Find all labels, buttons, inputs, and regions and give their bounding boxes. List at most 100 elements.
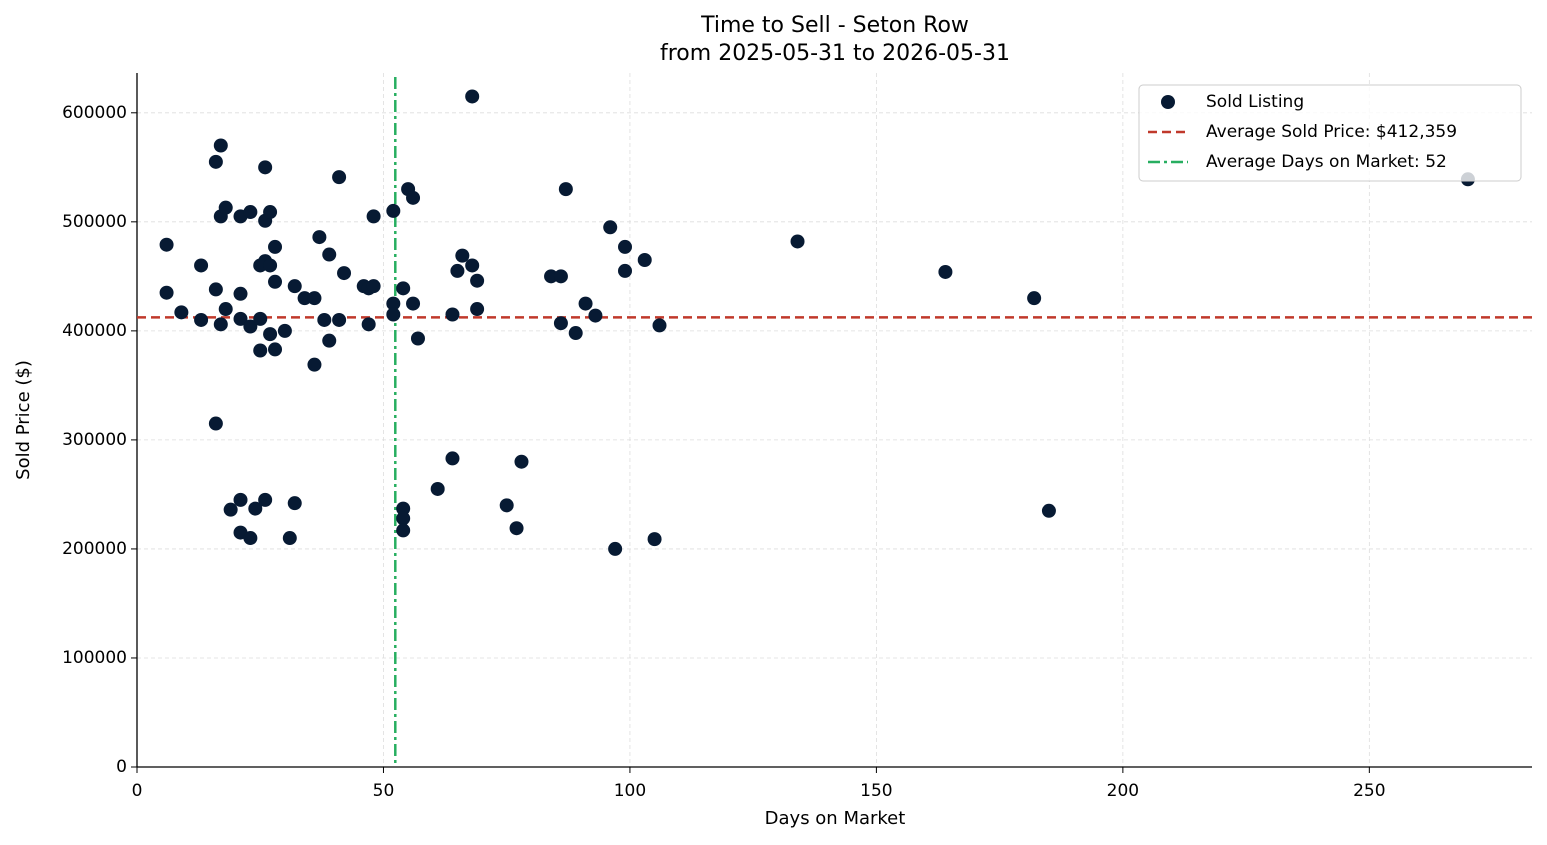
data-point bbox=[514, 454, 529, 469]
legend-label: Average Sold Price: $412,359 bbox=[1206, 122, 1457, 142]
data-point bbox=[233, 311, 248, 326]
data-point bbox=[268, 342, 283, 357]
x-tick-label: 250 bbox=[1353, 781, 1385, 801]
y-axis-label: Sold Price ($) bbox=[13, 360, 34, 480]
data-point bbox=[509, 521, 524, 536]
data-point bbox=[194, 312, 209, 327]
data-point bbox=[332, 170, 347, 185]
data-point bbox=[396, 511, 411, 526]
data-point bbox=[450, 263, 465, 278]
chart-subtitle: from 2025-05-31 to 2026-05-31 bbox=[660, 41, 1010, 66]
data-point bbox=[470, 273, 485, 288]
data-point bbox=[233, 286, 248, 301]
data-point bbox=[208, 282, 223, 297]
data-point bbox=[608, 541, 623, 556]
x-tick-label: 200 bbox=[1107, 781, 1139, 801]
x-tick-label: 0 bbox=[132, 781, 143, 801]
data-point bbox=[361, 317, 376, 332]
x-axis-label: Days on Market bbox=[765, 808, 906, 829]
data-point bbox=[159, 237, 174, 252]
legend-box bbox=[1138, 84, 1522, 182]
data-point bbox=[366, 209, 381, 224]
data-point bbox=[322, 247, 337, 262]
data-point bbox=[307, 357, 322, 372]
data-point bbox=[465, 258, 480, 273]
data-point bbox=[386, 296, 401, 311]
data-point bbox=[618, 263, 633, 278]
data-point bbox=[396, 523, 411, 538]
data-point bbox=[213, 138, 228, 153]
data-point bbox=[652, 318, 667, 333]
data-point bbox=[213, 317, 228, 332]
data-point bbox=[578, 296, 593, 311]
data-point bbox=[445, 307, 460, 322]
data-point bbox=[337, 266, 352, 281]
data-point bbox=[268, 274, 283, 289]
data-point bbox=[553, 316, 568, 331]
data-point bbox=[258, 160, 273, 175]
y-tick-label: 200000 bbox=[62, 539, 127, 559]
data-point bbox=[307, 291, 322, 306]
data-point bbox=[287, 496, 302, 511]
data-point bbox=[603, 220, 618, 235]
data-point bbox=[386, 203, 401, 218]
data-point bbox=[396, 501, 411, 516]
y-tick-label: 100000 bbox=[62, 648, 127, 668]
data-point bbox=[243, 531, 258, 546]
data-point bbox=[568, 326, 583, 341]
legend-label: Average Days on Market: 52 bbox=[1206, 152, 1447, 172]
data-point bbox=[159, 285, 174, 300]
data-point bbox=[366, 279, 381, 294]
data-point bbox=[386, 307, 401, 322]
data-point bbox=[208, 154, 223, 169]
data-point bbox=[287, 279, 302, 294]
data-point bbox=[258, 492, 273, 507]
data-point bbox=[647, 532, 662, 547]
data-point bbox=[317, 312, 332, 327]
data-point bbox=[322, 333, 337, 348]
data-point bbox=[174, 305, 189, 320]
data-point bbox=[218, 302, 233, 317]
data-point bbox=[470, 302, 485, 317]
data-point bbox=[618, 239, 633, 254]
data-point bbox=[218, 200, 233, 215]
x-tick-label: 100 bbox=[614, 781, 646, 801]
data-point bbox=[790, 234, 805, 249]
data-point bbox=[465, 89, 480, 104]
data-point bbox=[558, 182, 573, 197]
x-tick-label: 50 bbox=[373, 781, 395, 801]
data-point bbox=[410, 331, 425, 346]
x-tick-label: 150 bbox=[860, 781, 892, 801]
data-point bbox=[263, 205, 278, 220]
data-point bbox=[223, 502, 238, 517]
data-point bbox=[406, 296, 421, 311]
data-point bbox=[544, 269, 559, 284]
data-point bbox=[277, 323, 292, 338]
data-point bbox=[938, 264, 953, 279]
chart-title: Time to Sell - Seton Row bbox=[700, 13, 969, 38]
data-point bbox=[208, 416, 223, 431]
legend-marker bbox=[1161, 95, 1175, 109]
data-point bbox=[637, 252, 652, 267]
data-point bbox=[248, 501, 263, 516]
data-point bbox=[243, 205, 258, 220]
data-point bbox=[253, 311, 268, 326]
data-point bbox=[194, 258, 209, 273]
data-point bbox=[430, 481, 445, 496]
data-point bbox=[406, 190, 421, 205]
data-point bbox=[282, 531, 297, 546]
data-point bbox=[268, 239, 283, 254]
data-point bbox=[297, 291, 312, 306]
data-point bbox=[396, 281, 411, 296]
y-tick-label: 0 bbox=[116, 757, 127, 777]
y-tick-label: 300000 bbox=[62, 430, 127, 450]
data-point bbox=[553, 269, 568, 284]
data-point bbox=[263, 327, 278, 342]
legend-label: Sold Listing bbox=[1206, 92, 1304, 112]
data-point bbox=[445, 451, 460, 466]
data-point bbox=[1027, 291, 1042, 306]
data-point bbox=[233, 492, 248, 507]
data-point bbox=[253, 258, 268, 273]
y-tick-label: 500000 bbox=[62, 212, 127, 232]
